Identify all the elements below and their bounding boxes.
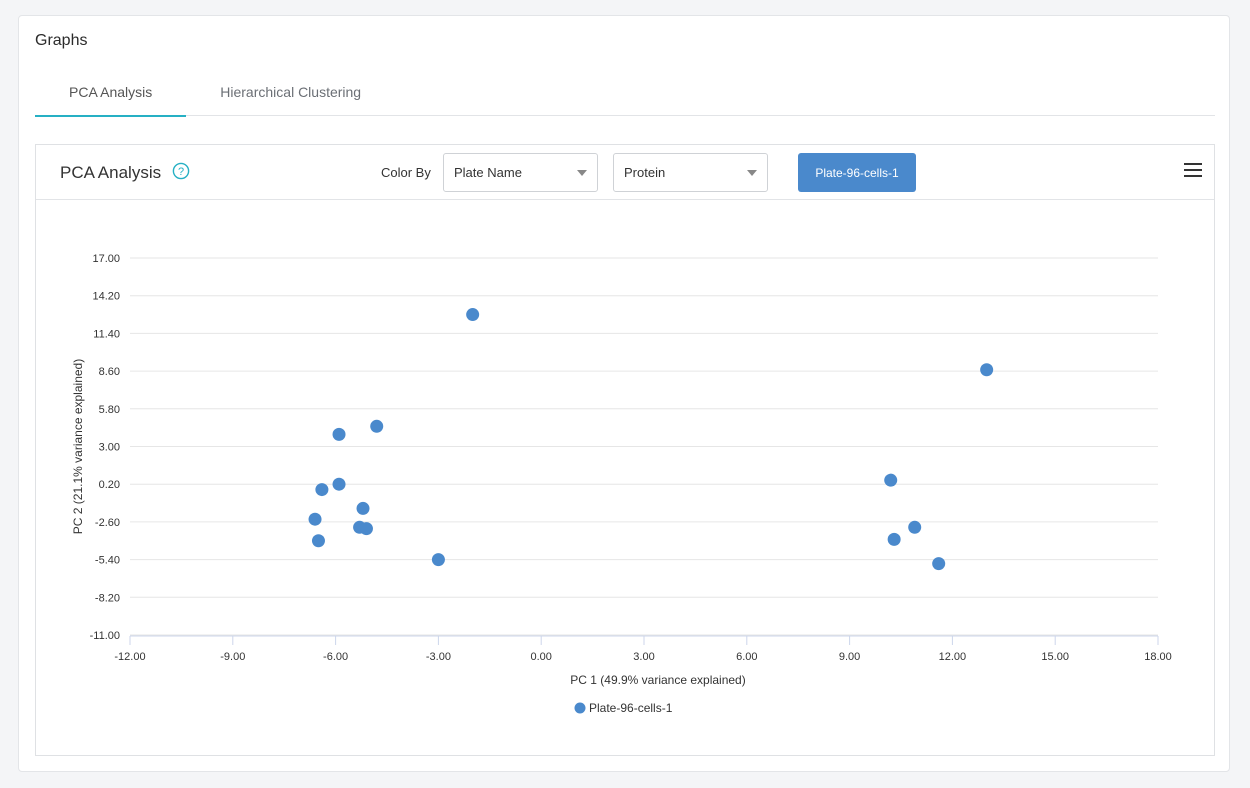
x-tick-label: -9.00 bbox=[220, 651, 245, 663]
tab-hierarchical-clustering[interactable]: Hierarchical Clustering bbox=[220, 84, 362, 100]
data-point bbox=[884, 473, 898, 487]
chart-area: 17.00 14.20 11.40 8.60 5.80 3.00 0.20 -2.60 -5.4… bbox=[36, 201, 1214, 756]
tab-pca-analysis[interactable]: PCA Analysis bbox=[35, 78, 187, 117]
y-tick-label: 3.00 bbox=[99, 442, 120, 454]
y-tick-label: 17.00 bbox=[92, 253, 120, 265]
x-axis-title: PC 1 (49.9% variance explained) bbox=[570, 673, 745, 687]
x-tick-label: 12.00 bbox=[939, 651, 967, 663]
legend-marker bbox=[574, 702, 586, 714]
tab-bar: PCA Analysis Hierarchical Clustering bbox=[35, 78, 1215, 117]
hamburger-menu-icon[interactable] bbox=[1184, 163, 1202, 177]
chevron-down-icon bbox=[747, 170, 757, 176]
y-tick-label: -5.40 bbox=[95, 555, 120, 567]
x-tick-label: 6.00 bbox=[736, 651, 757, 663]
y-tick-label: 0.20 bbox=[99, 479, 120, 491]
color-by-select-value: Plate Name bbox=[454, 165, 522, 180]
data-point bbox=[887, 532, 901, 546]
y-tick-label: 14.20 bbox=[92, 291, 120, 303]
data-point bbox=[311, 534, 325, 548]
card-title: Graphs bbox=[35, 32, 88, 49]
panel-header: PCA Analysis ? Color By Plate Name Prote… bbox=[36, 145, 1214, 200]
x-tick-label: -12.00 bbox=[114, 651, 145, 663]
data-point bbox=[308, 512, 322, 526]
data-point bbox=[332, 477, 346, 491]
plate-filter-button[interactable]: Plate-96-cells-1 bbox=[798, 153, 916, 192]
color-by-select[interactable]: Plate Name bbox=[443, 153, 598, 192]
data-point bbox=[370, 419, 384, 433]
x-tick-label: 3.00 bbox=[633, 651, 654, 663]
svg-text:?: ? bbox=[178, 166, 184, 178]
x-tick-label: 0.00 bbox=[530, 651, 551, 663]
graphs-card: Graphs PCA Analysis Hierarchical Cluster… bbox=[18, 15, 1230, 772]
data-point bbox=[980, 363, 994, 377]
x-tick-label: -3.00 bbox=[426, 651, 451, 663]
color-by-label: Color By bbox=[381, 165, 431, 180]
data-point bbox=[315, 483, 329, 497]
pca-panel: PCA Analysis ? Color By Plate Name Prote… bbox=[35, 144, 1215, 756]
panel-title: PCA Analysis bbox=[60, 163, 162, 182]
y-tick-label: 8.60 bbox=[99, 366, 120, 378]
x-tick-label: 9.00 bbox=[839, 651, 860, 663]
protein-select-value: Protein bbox=[624, 165, 666, 180]
y-tick-label: -8.20 bbox=[95, 592, 120, 604]
y-tick-label: 5.80 bbox=[99, 404, 120, 416]
y-tick-label: 11.40 bbox=[93, 328, 120, 340]
question-circle-icon[interactable]: ? bbox=[172, 162, 190, 180]
data-point bbox=[908, 520, 922, 534]
legend-label: Plate-96-cells-1 bbox=[589, 701, 673, 715]
protein-select[interactable]: Protein bbox=[613, 153, 768, 192]
data-point bbox=[932, 557, 946, 571]
data-point bbox=[356, 501, 370, 515]
x-tick-label: -6.00 bbox=[323, 651, 348, 663]
data-point bbox=[359, 522, 373, 536]
y-tick-label: -11.00 bbox=[90, 630, 120, 642]
y-tick-label: -2.60 bbox=[95, 517, 120, 529]
y-axis-title: PC 2 (21.1% variance explained) bbox=[71, 359, 85, 534]
x-tick-label: 15.00 bbox=[1041, 651, 1069, 663]
data-point bbox=[431, 553, 445, 567]
x-tick-label: 18.00 bbox=[1144, 651, 1172, 663]
data-point bbox=[332, 427, 346, 441]
chevron-down-icon bbox=[577, 170, 587, 176]
data-point bbox=[466, 308, 480, 322]
pca-scatter-chart: 17.00 14.20 11.40 8.60 5.80 3.00 0.20 -2.60 -5.4… bbox=[71, 253, 1172, 715]
